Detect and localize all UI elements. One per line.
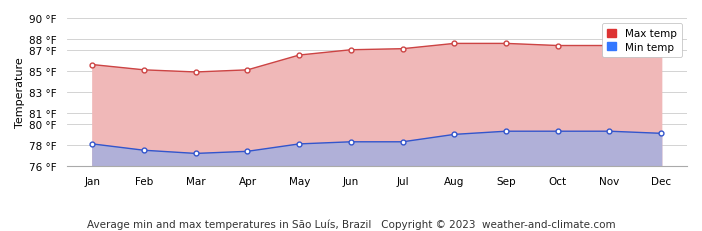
Text: Average min and max temperatures in São Luís, Brazil   Copyright © 2023  weather: Average min and max temperatures in São … [86, 218, 616, 229]
Y-axis label: Temperature: Temperature [15, 58, 25, 128]
Legend: Max temp, Min temp: Max temp, Min temp [602, 24, 682, 58]
